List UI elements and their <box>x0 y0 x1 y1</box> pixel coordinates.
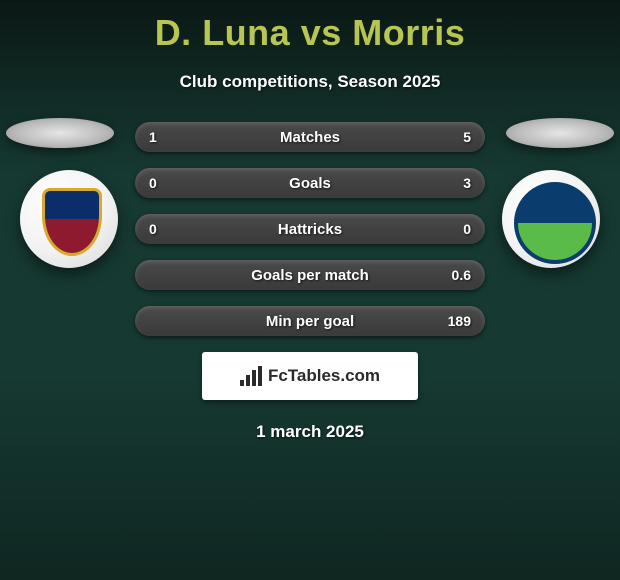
stat-left-value: 1 <box>149 129 157 145</box>
stat-label: Goals <box>289 175 331 192</box>
comparison-section: 1 Matches 5 0 Goals 3 0 Hattricks 0 Goal… <box>0 122 620 442</box>
title-player2: Morris <box>352 12 465 53</box>
brand-box[interactable]: FcTables.com <box>202 352 418 400</box>
stat-right-value: 3 <box>463 175 471 191</box>
stat-row-goals: 0 Goals 3 <box>135 168 485 198</box>
stat-left-value: 0 <box>149 221 157 237</box>
player-platform-left <box>6 118 114 148</box>
title-player1: D. Luna <box>155 12 291 53</box>
stat-right-value: 5 <box>463 129 471 145</box>
stat-right-value: 0.6 <box>452 267 471 283</box>
stat-row-min-per-goal: Min per goal 189 <box>135 306 485 336</box>
stat-row-hattricks: 0 Hattricks 0 <box>135 214 485 244</box>
page-title: D. Luna vs Morris <box>0 0 620 54</box>
subtitle: Club competitions, Season 2025 <box>0 72 620 92</box>
footer-date: 1 march 2025 <box>0 422 620 442</box>
bar-chart-icon <box>240 366 262 386</box>
stat-row-matches: 1 Matches 5 <box>135 122 485 152</box>
brand-text: FcTables.com <box>268 366 380 386</box>
stat-left-value: 0 <box>149 175 157 191</box>
team-badge-left <box>20 170 118 268</box>
stat-right-value: 189 <box>448 313 471 329</box>
team-badge-right <box>502 170 600 268</box>
stat-right-value: 0 <box>463 221 471 237</box>
stat-label: Min per goal <box>266 313 354 330</box>
stat-rows: 1 Matches 5 0 Goals 3 0 Hattricks 0 Goal… <box>135 122 485 336</box>
stat-label: Hattricks <box>278 221 342 238</box>
title-vs: vs <box>301 12 342 53</box>
stat-label: Goals per match <box>251 267 369 284</box>
stat-label: Matches <box>280 129 340 146</box>
stat-row-goals-per-match: Goals per match 0.6 <box>135 260 485 290</box>
player-platform-right <box>506 118 614 148</box>
